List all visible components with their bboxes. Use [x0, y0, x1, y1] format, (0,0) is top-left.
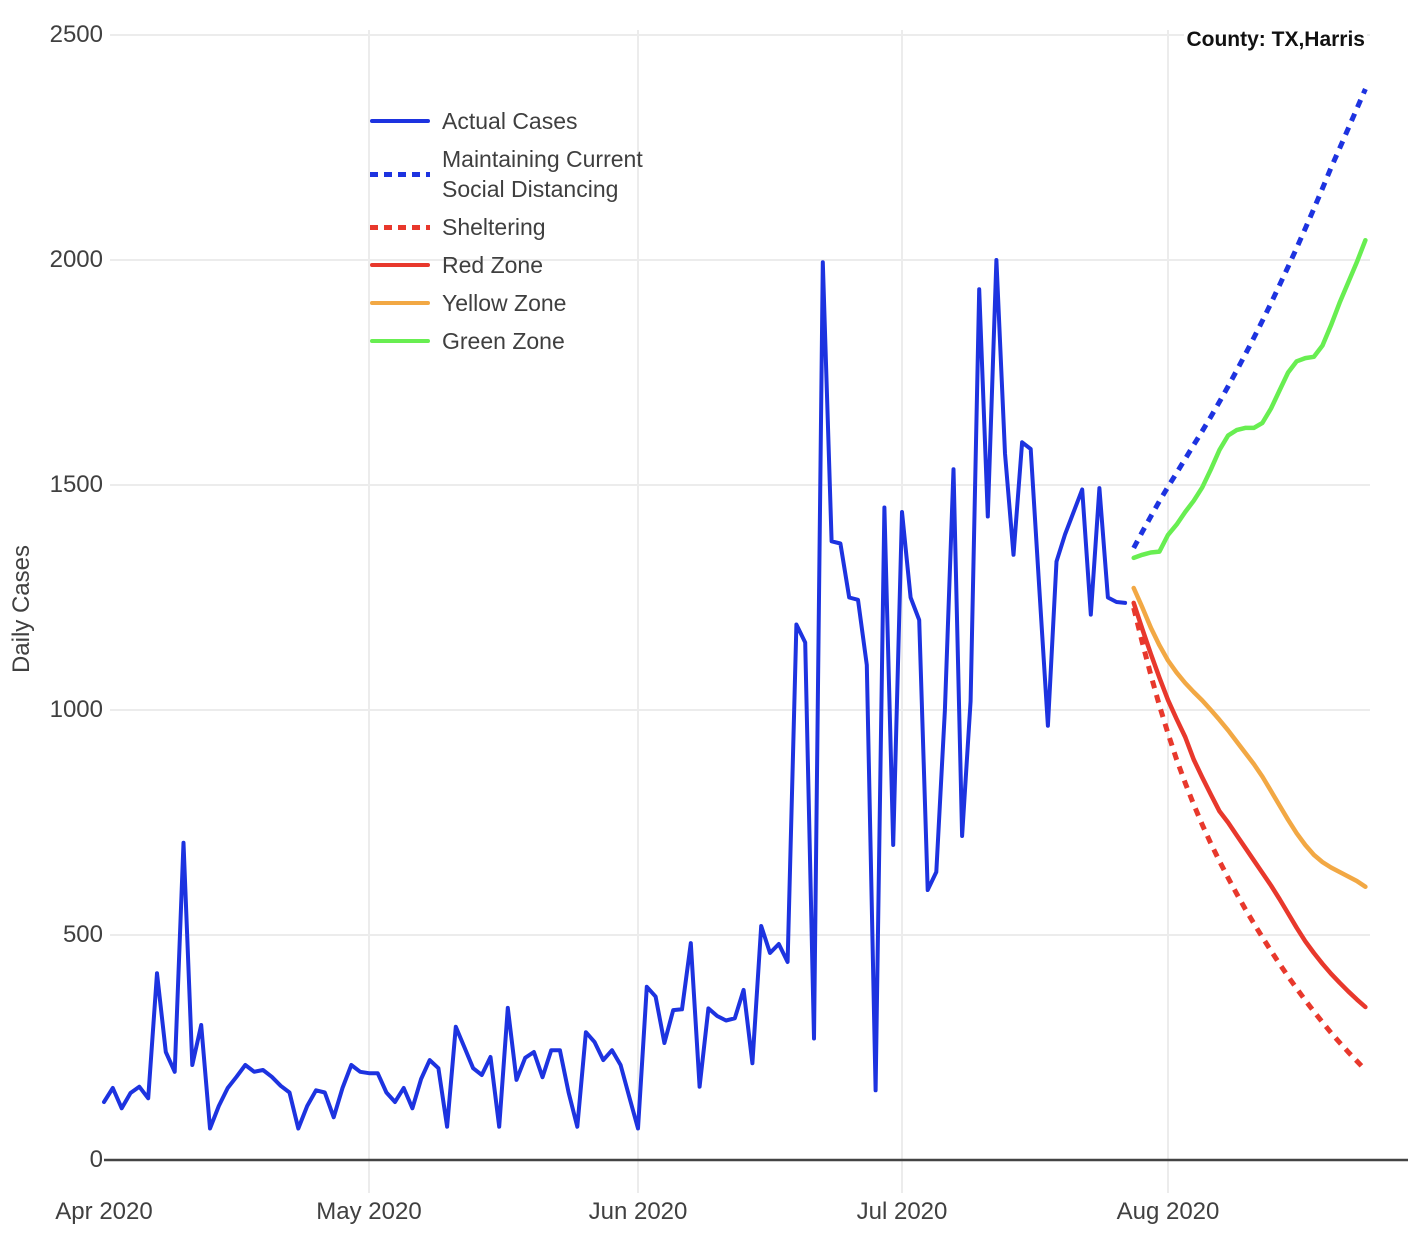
- legend-item-green-zone: Green Zone: [370, 326, 643, 356]
- x-tick-label: May 2020: [316, 1198, 422, 1225]
- red-zone-line: [1131, 600, 1368, 1010]
- y-tick-label: 2500: [49, 21, 103, 48]
- y-tick-label: 1500: [49, 471, 103, 498]
- x-tick-label: Jul 2020: [856, 1198, 948, 1225]
- y-tick-label: 2000: [49, 246, 103, 273]
- legend-item-label: Green Zone: [442, 328, 565, 354]
- legend-item-label: Maintaining Current Social Distancing: [442, 146, 643, 202]
- legend-item-yellow-zone: Yellow Zone: [370, 288, 643, 318]
- actual-cases-line-swatch-icon: [370, 119, 430, 123]
- green-zone-line-swatch-icon: [370, 339, 430, 343]
- yellow-zone-line: [1131, 585, 1368, 890]
- county-annotation: County: TX,Harris: [1184, 26, 1367, 54]
- maintaining-dashed-line-swatch-icon: [370, 171, 430, 177]
- x-tick-label: Aug 2020: [1116, 1198, 1220, 1225]
- y-axis-title: Daily Cases: [8, 544, 35, 674]
- legend: Actual Cases Maintaining Current Social …: [370, 106, 643, 364]
- red-zone-line-swatch-icon: [370, 263, 430, 267]
- green-zone-line: [1131, 237, 1368, 561]
- sheltering-dashed-line-swatch-icon: [370, 224, 430, 230]
- legend-item-label: Actual Cases: [442, 108, 578, 134]
- y-tick-label: 500: [62, 921, 103, 948]
- legend-item-label: Sheltering: [442, 214, 546, 240]
- sheltering-line: [1131, 607, 1368, 1072]
- y-tick-label: 0: [89, 1146, 103, 1173]
- actual-cases-line: [102, 258, 1128, 1131]
- legend-item-red-zone: Red Zone: [370, 250, 643, 280]
- legend-item-sheltering: Sheltering: [370, 212, 643, 242]
- legend-item-maintaining-social-distancing: Maintaining Current Social Distancing: [370, 144, 643, 204]
- legend-item-label: Red Zone: [442, 252, 544, 278]
- x-tick-label: Jun 2020: [588, 1198, 688, 1225]
- legend-item-actual-cases: Actual Cases: [370, 106, 643, 136]
- x-tick-label: Apr 2020: [55, 1198, 153, 1225]
- series-lines: [102, 88, 1368, 1131]
- gridlines: [110, 30, 1370, 1193]
- maintaining-social-distancing-line: [1131, 88, 1368, 550]
- y-tick-label: 1000: [49, 696, 103, 723]
- yellow-zone-line-swatch-icon: [370, 301, 430, 305]
- legend-item-label: Yellow Zone: [442, 290, 567, 316]
